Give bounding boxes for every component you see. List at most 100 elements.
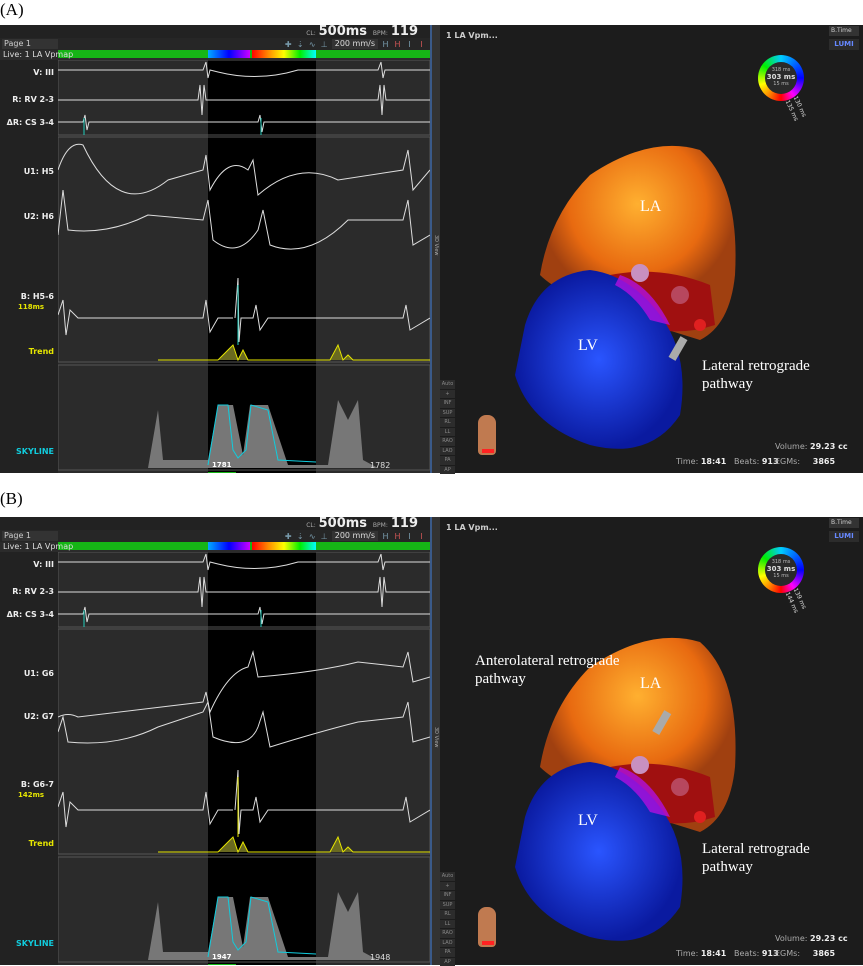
ablation-sphere (671, 778, 689, 796)
sweep-speed-dropdown[interactable]: 200 mm/s (332, 39, 378, 49)
egms-stat: EGMs: 3865 (775, 949, 835, 958)
i-red-icon[interactable]: I (417, 40, 426, 49)
trace-cs (58, 115, 430, 132)
caliper-icon[interactable]: ⇣ (296, 532, 305, 541)
skyline-marker: 1781 (212, 461, 231, 469)
map-title: 1 LA Vpm... (446, 523, 498, 532)
channel-skyline[interactable]: SKYLINE (16, 939, 54, 948)
channel-v[interactable]: V: III (33, 560, 54, 569)
view-button-ap[interactable]: AP (440, 466, 455, 475)
beats-label: Beats: (734, 949, 759, 958)
live-map-label: Live: 1 LA Vpmap (0, 50, 430, 60)
channel-trend[interactable]: Trend (29, 347, 54, 356)
view-strip[interactable]: 3D View (430, 25, 440, 473)
h-icon[interactable]: H (381, 532, 390, 541)
channel-u1[interactable]: U1: G6 (24, 669, 54, 678)
scale-icon[interactable]: ⊥ (320, 40, 329, 49)
i-red-icon[interactable]: I (417, 532, 426, 541)
lateral-pathway-label: Lateral retrograde pathway (702, 840, 852, 876)
h-red-icon[interactable]: H (393, 40, 402, 49)
page-dropdown[interactable]: Page 1 (2, 39, 58, 49)
view-button-rao[interactable]: RAO (440, 437, 455, 446)
view-button-auto[interactable]: Auto (440, 872, 455, 881)
lumi-button[interactable]: LUMI (829, 531, 859, 542)
live-map-label: Live: 1 LA Vpmap (0, 542, 430, 552)
egm-pane: CL: 500ms BPM:119 Page 1 ✚ ⇣ ∿ ⊥ 200 mm/… (0, 517, 430, 965)
view-button-plus[interactable]: + (440, 390, 455, 399)
channel-r[interactable]: R: RV 2-3 (12, 587, 54, 596)
map-mode-dropdown[interactable]: B.Time (829, 26, 859, 36)
channel-b[interactable]: B: H5-6 (21, 292, 54, 301)
torso-orientation-icon[interactable] (478, 907, 496, 947)
lat-value: 118ms (18, 303, 44, 311)
view-strip[interactable]: 3D View (430, 517, 440, 965)
i-icon[interactable]: I (405, 40, 414, 49)
view-button-sup[interactable]: SUP (440, 901, 455, 910)
map-mode-dropdown[interactable]: B.Time (829, 518, 859, 528)
ring-min: 15 ms (765, 81, 797, 87)
torso-orientation-icon[interactable] (478, 415, 496, 455)
i-icon[interactable]: I (405, 532, 414, 541)
add-icon[interactable]: ✚ (284, 532, 293, 541)
toolbar: Page 1 ✚ ⇣ ∿ ⊥ 200 mm/s H H I I (0, 530, 430, 542)
channel-skyline[interactable]: SKYLINE (16, 447, 54, 456)
trace-rv (58, 577, 430, 607)
view-button-rao[interactable]: RAO (440, 929, 455, 938)
view-button-rl[interactable]: RL (440, 418, 455, 427)
view-button-ll[interactable]: LL (440, 920, 455, 929)
trace-u1 (58, 652, 430, 717)
view-button-inf[interactable]: INF (440, 891, 455, 900)
cl-value: 500ms (319, 25, 367, 39)
la-label: LA (640, 198, 661, 216)
h-icon[interactable]: H (381, 40, 390, 49)
map-pane: 1 LA Vpm... B.Time LUMI 318 ms 303 ms 15… (440, 517, 863, 965)
view-button-ll[interactable]: LL (440, 428, 455, 437)
lumi-button[interactable]: LUMI (829, 39, 859, 50)
view-button-pa[interactable]: PA (440, 948, 455, 957)
channel-b[interactable]: B: G6-7 (21, 780, 54, 789)
cl-label: CL: (306, 30, 316, 37)
bpm-label: BPM: (373, 522, 388, 529)
channel-dr[interactable]: ΔR: CS 3-4 (7, 118, 54, 127)
caliper-icon[interactable]: ⇣ (296, 40, 305, 49)
view-button-auto[interactable]: Auto (440, 380, 455, 389)
volume-stat: Volume: 29.23 cc (775, 934, 848, 943)
scale-icon[interactable]: ⊥ (320, 532, 329, 541)
ablation-sphere (694, 811, 706, 823)
waveform-icon[interactable]: ∿ (308, 40, 317, 49)
sweep-speed-dropdown[interactable]: 200 mm/s (332, 531, 378, 541)
trace-rv (58, 85, 430, 115)
channel-v[interactable]: V: III (33, 68, 54, 77)
view-button-pa[interactable]: PA (440, 456, 455, 465)
la-label: LA (640, 675, 661, 693)
waveform-icon[interactable]: ∿ (308, 532, 317, 541)
h-red-icon[interactable]: H (393, 532, 402, 541)
strip-label: 3D View (433, 235, 439, 256)
channel-u2[interactable]: U2: H6 (24, 212, 54, 221)
lv-label: LV (578, 812, 598, 830)
view-button-ap[interactable]: AP (440, 958, 455, 966)
view-button-rl[interactable]: RL (440, 910, 455, 919)
view-button-lao[interactable]: LAO (440, 939, 455, 948)
activation-map[interactable] (500, 125, 770, 455)
skyline-cursor[interactable] (208, 472, 236, 473)
channel-u1[interactable]: U1: H5 (24, 167, 54, 176)
view-button-plus[interactable]: + (440, 882, 455, 891)
channel-u2[interactable]: U2: G7 (24, 712, 54, 721)
header-bar: CL: 500ms BPM:119 (0, 517, 430, 530)
view-button-sup[interactable]: SUP (440, 409, 455, 418)
channel-dr[interactable]: ΔR: CS 3-4 (7, 610, 54, 619)
channel-trend[interactable]: Trend (29, 839, 54, 848)
view-button-inf[interactable]: INF (440, 399, 455, 408)
add-icon[interactable]: ✚ (284, 40, 293, 49)
trace-trend (158, 345, 430, 360)
egms-label: EGMs: (775, 949, 800, 958)
surface-channel-box (58, 60, 430, 135)
trace-cs (58, 607, 430, 624)
skyline-cursor[interactable] (208, 964, 236, 965)
trace-skyline-gray (148, 892, 378, 960)
view-button-lao[interactable]: LAO (440, 447, 455, 456)
torso-marker (482, 941, 494, 945)
channel-r[interactable]: R: RV 2-3 (12, 95, 54, 104)
page-dropdown[interactable]: Page 1 (2, 531, 58, 541)
